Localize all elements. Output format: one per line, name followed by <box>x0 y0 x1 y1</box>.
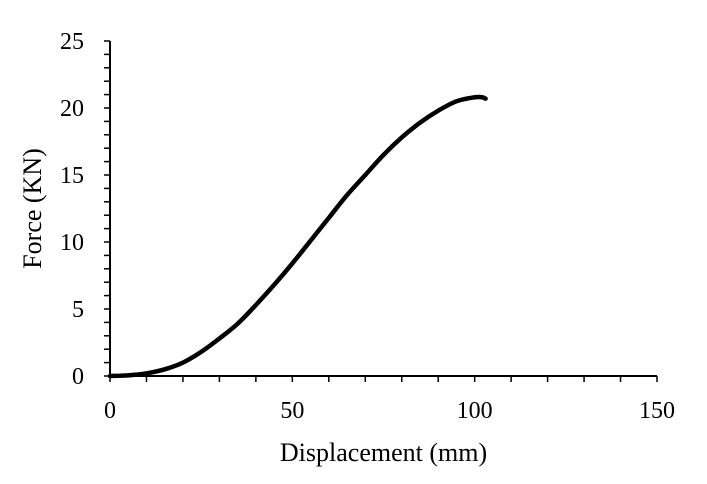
y-tick-label: 10 <box>60 230 84 256</box>
x-minor-ticks <box>109 376 658 382</box>
y-tick-label: 0 <box>72 364 84 390</box>
y-tick-label: 25 <box>60 29 84 55</box>
y-axis-title: Force (KN) <box>18 148 47 269</box>
y-tick-labels: 0 5 10 15 20 25 <box>60 29 84 390</box>
x-axis-title: Displacement (mm) <box>280 438 487 467</box>
x-tick-label: 50 <box>280 398 304 424</box>
x-tick-labels: 0 50 100 150 <box>104 398 675 424</box>
x-tick-label: 0 <box>104 398 116 424</box>
axes: 0 50 100 150 0 5 10 15 20 25 <box>60 29 675 424</box>
series-group <box>107 94 488 379</box>
y-tick-label: 5 <box>72 297 84 323</box>
x-tick-label: 100 <box>457 398 493 424</box>
y-tick-label: 15 <box>60 163 84 189</box>
y-minor-ticks <box>104 40 110 377</box>
y-tick-label: 20 <box>60 96 84 122</box>
series-line <box>107 94 488 379</box>
x-tick-label: 150 <box>639 398 675 424</box>
